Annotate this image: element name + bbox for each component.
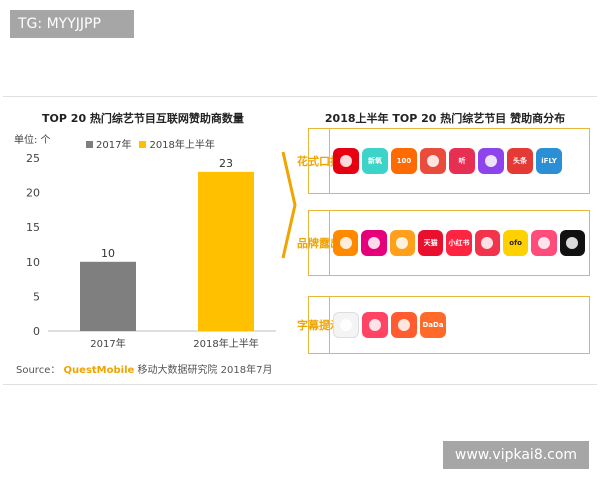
bar-1 — [198, 171, 254, 331]
y-tick-label: 20 — [26, 187, 40, 200]
y-tick-label: 5 — [33, 290, 40, 303]
tiktok-logo — [559, 230, 585, 256]
xiaohongshu-logo: 小红书 — [446, 230, 472, 256]
source-suffix: 移动大数据研究院 2018年7月 — [137, 365, 273, 376]
bar-0 — [80, 261, 136, 331]
frog-logo — [333, 312, 359, 338]
legend-swatch-2018h1 — [139, 141, 147, 148]
toutiao-logo: 头条 — [507, 148, 533, 174]
sponsor-logo-list: 新氧 100 听 头条 iFLY — [333, 129, 585, 193]
kuaishou-logo — [333, 230, 359, 256]
source-prefix: Source： — [16, 365, 61, 376]
xinyang-logo: 新氧 — [362, 148, 388, 174]
watermark-top: TG: MYYJJPP — [10, 10, 134, 38]
ting-logo: 听 — [449, 148, 475, 174]
chart-title: TOP 20 热门综艺节目互联网赞助商数量 — [42, 112, 244, 125]
bubble-logo — [474, 230, 500, 256]
chevron-right-icon — [281, 151, 297, 259]
sponsor-logo-list: DaDa — [333, 297, 585, 353]
quark-logo — [361, 230, 387, 256]
ifly-logo: iFLY — [536, 148, 562, 174]
category-label-1: 2018年上半年 — [193, 337, 258, 350]
dada-logo: DaDa — [420, 312, 446, 338]
y-axis-unit-label: 单位: 个 — [14, 135, 51, 146]
meitu-logo — [391, 312, 417, 338]
face-logo — [531, 230, 557, 256]
legend-swatch-2017 — [86, 141, 93, 148]
legend-item-2018h1: 2018年上半年 — [139, 136, 215, 151]
tmall-logo: 天猫 — [417, 230, 444, 256]
legend-label-2017: 2017年 — [96, 140, 132, 151]
flower-logo — [389, 230, 415, 256]
category-label-0: 2017年 — [90, 337, 125, 350]
100-logo: 100 — [391, 148, 417, 174]
chart-legend: 2017年 2018年上半年 — [86, 136, 215, 151]
play-logo — [478, 148, 504, 174]
legend-item-2017: 2017年 — [86, 136, 131, 151]
y-tick-label: 15 — [26, 221, 40, 234]
sponsor-distribution-title: 2018上半年 TOP 20 热门综艺节目 赞助商分布 — [324, 112, 566, 125]
heart-flower-logo — [333, 148, 359, 174]
mushroom-logo — [362, 312, 388, 338]
sponsor-logo-list: 天猫 小红书 ofo — [333, 211, 585, 275]
y-tick-label: 10 — [26, 256, 40, 269]
sponsor-row-label: 花式口播 — [297, 129, 341, 193]
ofo-logo: ofo — [502, 230, 529, 256]
y-tick-label: 0 — [33, 325, 40, 338]
data-label-1: 23 — [219, 157, 233, 170]
sponsor-row-label: 品牌露出 — [297, 211, 341, 275]
y-tick-label: 25 — [26, 152, 40, 165]
watermark-bottom: www.vipkai8.com — [443, 441, 589, 469]
legend-label-2018h1: 2018年上半年 — [149, 140, 215, 151]
music-note-logo — [420, 148, 446, 174]
sponsor-row-2: 字幕提示 DaDa — [297, 296, 590, 354]
source-brand: QuestMobile — [63, 365, 135, 376]
source-line: Source： QuestMobile 移动大数据研究院 2018年7月 — [16, 361, 273, 376]
sponsor-row-label: 字幕提示 — [297, 297, 341, 353]
data-label-0: 10 — [101, 247, 115, 260]
